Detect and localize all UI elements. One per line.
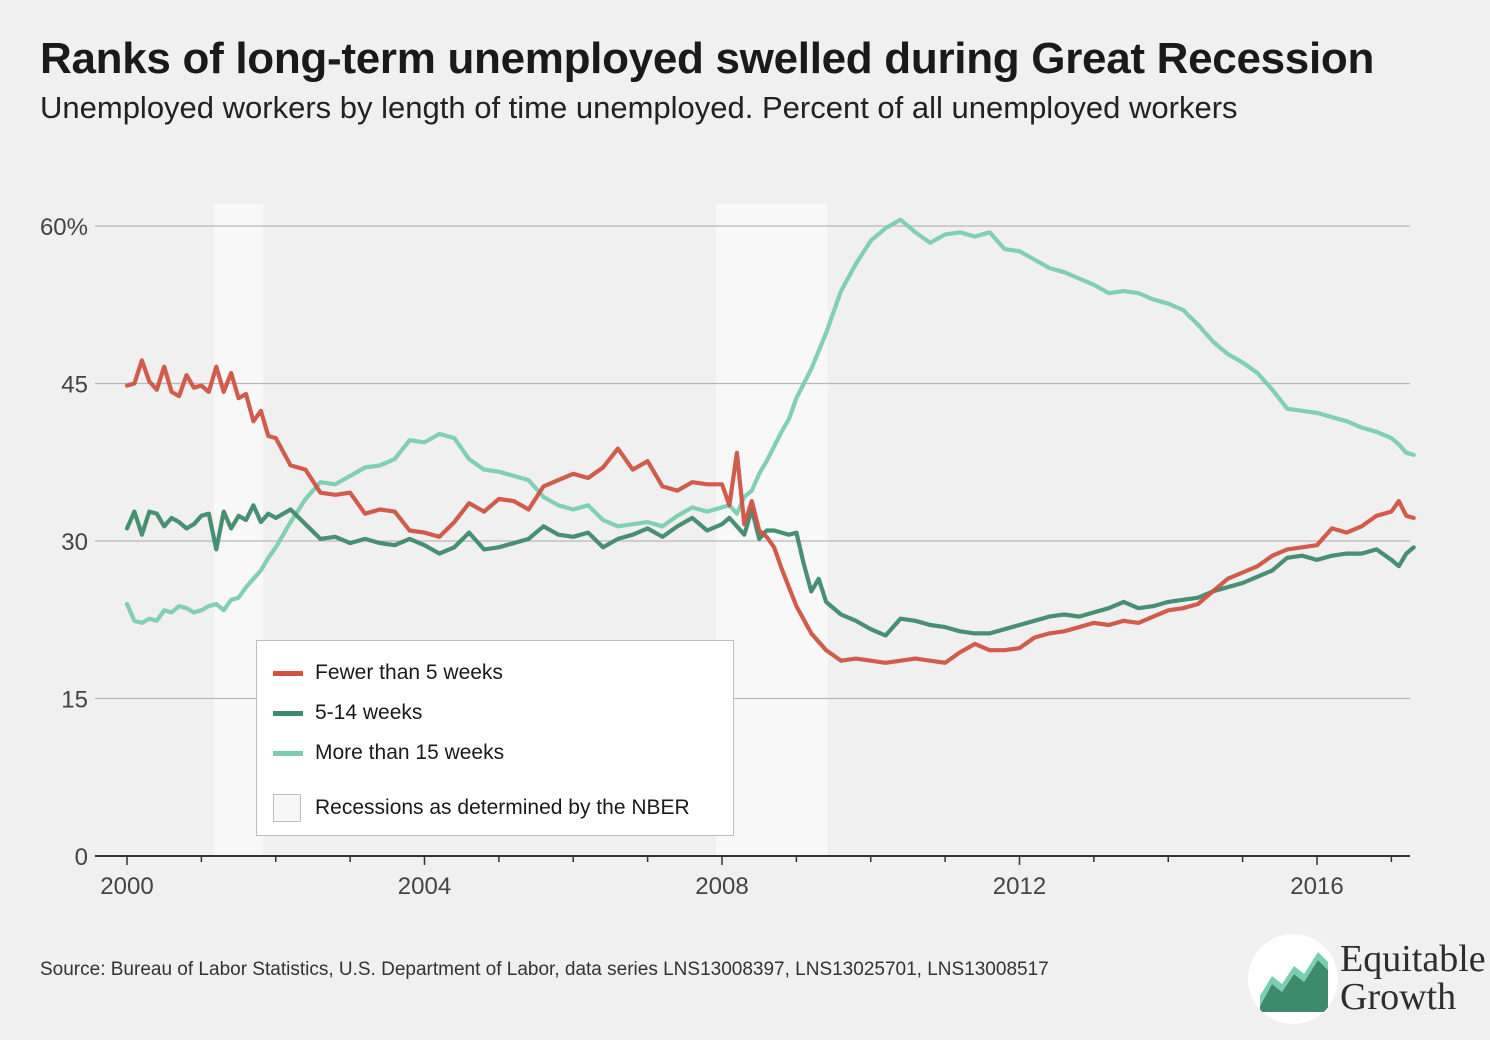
equitable-growth-logo: Equitable Growth xyxy=(1248,930,1488,1030)
chart-title: Ranks of long-term unemployed swelled du… xyxy=(40,34,1375,83)
x-tick-label: 2004 xyxy=(398,873,451,900)
series-line-long xyxy=(124,217,1416,625)
x-tick-label: 2012 xyxy=(993,873,1046,900)
y-tick-label: 0 xyxy=(75,844,88,871)
legend-item-short: Fewer than 5 weeks xyxy=(273,658,503,688)
y-tick-label: 60% xyxy=(40,214,88,241)
legend-label-recession: Recessions as determined by the NBER xyxy=(315,796,690,819)
legend-swatch-recession xyxy=(273,794,301,822)
series-lines xyxy=(124,217,1416,665)
source-note: Source: Bureau of Labor Statistics, U.S.… xyxy=(40,959,1049,980)
legend-item-medium: 5-14 weeks xyxy=(273,698,422,728)
line-chart: 0 15 30 45 60% 2000 2004 2008 2012 2016 xyxy=(39,204,1416,900)
logo-icon xyxy=(1248,934,1338,1024)
legend: Fewer than 5 weeks 5-14 weeks More than … xyxy=(256,640,734,836)
recession-bands xyxy=(214,204,828,856)
y-tick-label: 15 xyxy=(61,687,88,714)
x-tick-label: 2016 xyxy=(1290,873,1343,900)
logo-wordmark: Equitable Growth xyxy=(1340,940,1486,1016)
series-line-short xyxy=(124,358,1416,665)
x-tick-label: 2008 xyxy=(695,873,748,900)
x-tick-label: 2000 xyxy=(100,873,153,900)
logo-line-1: Equitable xyxy=(1340,938,1486,980)
legend-item-long: More than 15 weeks xyxy=(273,738,504,768)
legend-item-recession: Recessions as determined by the NBER xyxy=(273,793,690,823)
legend-swatch-short xyxy=(273,670,303,676)
logo-line-2: Growth xyxy=(1340,976,1457,1018)
series-line-medium xyxy=(124,503,1416,638)
y-tick-label: 30 xyxy=(61,529,88,556)
legend-label-long: More than 15 weeks xyxy=(315,741,505,764)
chart-subtitle: Unemployed workers by length of time une… xyxy=(40,90,1238,125)
legend-swatch-medium xyxy=(273,710,303,716)
axes: 2000 2004 2008 2012 2016 xyxy=(95,855,1410,900)
legend-swatch-long xyxy=(273,750,303,756)
legend-label-short: Fewer than 5 weeks xyxy=(315,661,503,684)
y-tick-label: 45 xyxy=(61,372,88,399)
legend-label-medium: 5-14 weeks xyxy=(315,701,423,724)
